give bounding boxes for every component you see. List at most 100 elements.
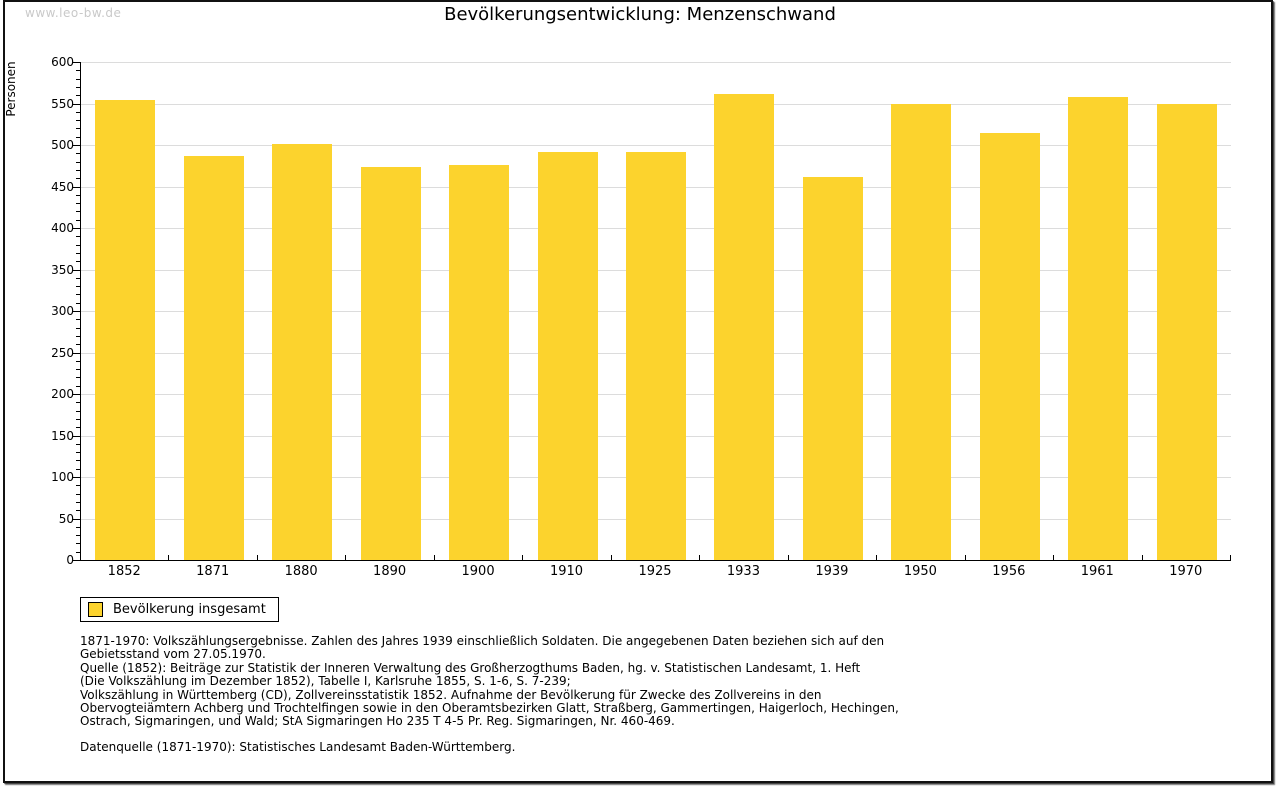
bar-1950 — [891, 103, 952, 560]
y-major-tick-500 — [73, 145, 81, 146]
y-minor-tick — [76, 236, 81, 238]
x-boundary-tick — [699, 555, 701, 560]
y-minor-tick — [76, 203, 81, 205]
y-minor-tick — [76, 111, 81, 113]
y-major-tick-50 — [73, 518, 81, 520]
y-tick-label-150: 150 — [51, 428, 74, 443]
footnote-line-5: Volkszählung in Württemberg (CD), Zollve… — [80, 687, 822, 702]
y-minor-tick — [76, 286, 81, 288]
y-minor-tick — [76, 551, 81, 553]
gridline-y-600 — [81, 62, 1231, 63]
y-minor-tick — [76, 543, 81, 545]
bar-1880 — [272, 144, 333, 560]
y-minor-tick — [76, 452, 81, 454]
y-minor-tick — [76, 526, 81, 528]
x-boundary-tick — [610, 555, 612, 560]
x-tick-label-1900: 1900 — [461, 564, 495, 579]
y-major-tick-200 — [73, 394, 81, 395]
y-major-tick-100 — [73, 477, 81, 478]
y-minor-tick — [76, 78, 81, 80]
x-boundary-tick — [345, 555, 347, 560]
bar-1970 — [1156, 103, 1217, 560]
y-minor-tick — [76, 86, 81, 88]
x-boundary-tick — [1230, 555, 1231, 560]
y-tick-label-100: 100 — [51, 470, 74, 484]
y-minor-tick — [76, 410, 81, 412]
bar-1961 — [1068, 96, 1129, 560]
footnote-line-3: Quelle (1852): Beiträge zur Statistik de… — [80, 660, 861, 675]
source-footnotes: 1871-1970: Volkszählungsergebnisse. Zahl… — [80, 634, 1200, 729]
y-minor-tick — [76, 493, 81, 495]
x-tick-label-1925: 1925 — [638, 564, 672, 579]
footnote-line-4: (Die Volkszählung im Dezember 1852), Tab… — [80, 674, 571, 689]
y-major-tick-450 — [73, 186, 81, 188]
y-minor-tick — [76, 385, 81, 387]
x-boundary-tick — [522, 555, 524, 560]
gridline-y-550 — [81, 103, 1231, 105]
legend-label: Bevölkerung insgesamt — [113, 602, 266, 617]
y-minor-tick — [76, 485, 81, 487]
y-minor-tick — [76, 402, 81, 404]
y-tick-label-400: 400 — [51, 221, 74, 235]
footnote-line-7: Ostrach, Sigmaringen, und Wald; StA Sigm… — [80, 714, 675, 729]
x-boundary-tick — [964, 555, 966, 560]
bar-1939 — [802, 177, 863, 560]
bar-1933 — [714, 94, 775, 560]
x-tick-label-1890: 1890 — [373, 564, 407, 579]
footnote-line-6: Obervogteiämtern Achberg und Trochtelfin… — [80, 701, 899, 716]
y-tick-label-600: 600 — [51, 55, 74, 69]
y-tick-label-200: 200 — [51, 387, 74, 401]
bar-1910 — [537, 152, 598, 560]
y-minor-tick — [76, 194, 81, 196]
y-minor-tick — [76, 327, 81, 329]
x-tick-label-1933: 1933 — [726, 564, 760, 579]
y-minor-tick — [76, 460, 81, 462]
datasource-note: Datenquelle (1871-1970): Statistisches L… — [80, 740, 516, 754]
legend-swatch — [88, 602, 103, 617]
x-boundary-tick — [787, 555, 789, 560]
y-minor-tick — [76, 418, 81, 420]
legend-box: Bevölkerung insgesamt — [80, 597, 279, 622]
y-minor-tick — [76, 161, 81, 163]
y-minor-tick — [76, 261, 81, 263]
y-minor-tick — [76, 219, 81, 221]
y-minor-tick — [76, 302, 81, 304]
y-minor-tick — [76, 178, 81, 180]
y-tick-label-250: 250 — [51, 345, 74, 360]
x-boundary-tick — [1141, 555, 1143, 560]
x-boundary-tick — [168, 555, 170, 560]
y-minor-tick — [76, 369, 81, 371]
y-minor-tick — [76, 120, 81, 122]
x-boundary-tick — [876, 555, 878, 560]
y-tick-label-300: 300 — [51, 304, 74, 318]
y-minor-tick — [76, 136, 81, 138]
bar-1956 — [979, 132, 1040, 560]
y-minor-tick — [76, 153, 81, 155]
y-major-tick-250 — [73, 352, 81, 354]
x-tick-label-1956: 1956 — [992, 564, 1026, 579]
y-minor-tick — [76, 70, 81, 72]
y-minor-tick — [76, 468, 81, 470]
y-minor-tick — [76, 377, 81, 379]
bar-1852 — [95, 100, 156, 560]
y-major-tick-600 — [73, 62, 81, 63]
y-minor-tick — [76, 95, 81, 97]
bar-1890 — [360, 166, 421, 560]
y-minor-tick — [76, 277, 81, 279]
x-boundary-tick — [256, 555, 258, 560]
y-major-tick-400 — [73, 228, 81, 229]
y-minor-tick — [76, 169, 81, 171]
watermark: www.leo-bw.de — [25, 6, 122, 20]
y-major-tick-550 — [73, 103, 81, 105]
y-minor-tick — [76, 294, 81, 296]
x-tick-label-1970: 1970 — [1169, 564, 1203, 579]
y-minor-tick — [76, 128, 81, 130]
y-minor-tick — [76, 427, 81, 429]
x-tick-label-1852: 1852 — [107, 564, 141, 579]
y-major-tick-0 — [73, 560, 81, 561]
y-major-tick-300 — [73, 311, 81, 312]
x-boundary-tick — [433, 555, 435, 560]
y-tick-label-0: 0 — [66, 553, 74, 567]
chart-title: Bevölkerungsentwicklung: Menzenschwand — [444, 4, 836, 25]
